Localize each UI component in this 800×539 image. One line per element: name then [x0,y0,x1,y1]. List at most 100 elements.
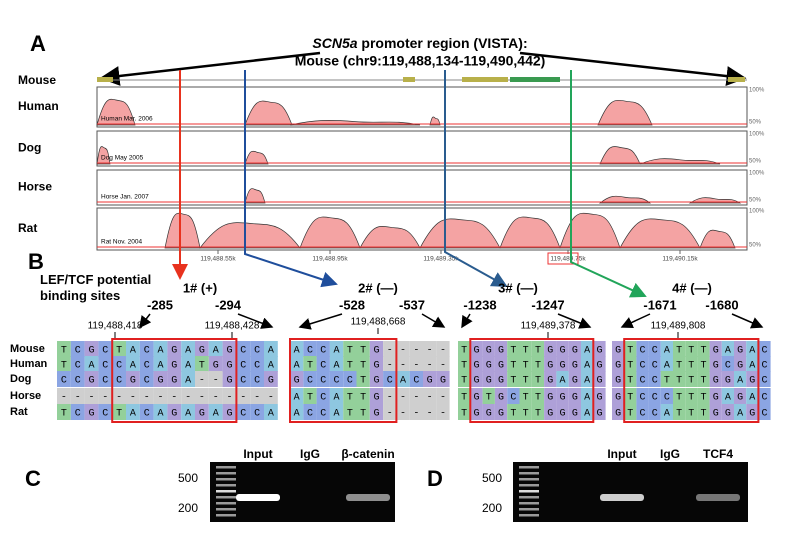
base-cell [369,404,384,420]
base-cell [482,371,495,387]
core-box [623,338,760,423]
sequence-row: GTCCATTTGCGAC [615,361,774,372]
base-cell [316,404,330,420]
conservation-area [299,216,361,249]
base-cell [153,341,168,357]
base-cell [409,356,423,372]
site-position: -537 [399,297,425,312]
base-cell [685,371,698,387]
axis-label: 119,488.95k [312,256,348,263]
base-cell [721,388,734,404]
site-name: 1# (+) [183,280,217,295]
marker-label: 500 [482,471,502,485]
conservation-area [244,150,269,165]
base-cell [316,341,330,357]
base-cell [758,341,771,357]
base-cell [612,388,625,404]
base-cell [721,404,734,420]
track-label: Horse Jan. 2007 [101,194,149,201]
base-cell [250,341,264,357]
exon-block [403,77,415,82]
base-cell [482,388,495,404]
percent-label: 100% [749,171,765,177]
exon-block [728,77,745,82]
base-cell [436,404,450,420]
site-arrow [570,70,647,298]
base-cell [98,341,113,357]
base-cell [734,388,747,404]
base-cell [660,341,673,357]
conservation-area [559,212,621,249]
base-cell [222,356,237,372]
axis-label: 119,488.55k [200,256,236,263]
ladder-band [519,484,539,487]
percent-label: 50% [749,243,762,249]
base-cell [494,388,508,404]
ladder-band [519,502,539,505]
base-cell [423,404,437,420]
site-name: 4# (—) [672,280,712,295]
coordinate: 119,488,668 [351,317,406,328]
base-cell [208,341,223,357]
sequence-row: TGTGCTTGGGAG [461,393,609,404]
base-cell [624,356,637,372]
base-cell [303,388,317,404]
base-cell [636,388,649,404]
panel-label: A [30,31,46,56]
ladder-band [216,508,236,511]
base-cell [303,404,317,420]
base-cell [685,341,698,357]
sequence-row: CCGCCGCGGA--GCCG [61,376,282,387]
base-cell [673,356,686,372]
base-cell [709,341,722,357]
base-cell [612,404,625,420]
coordinate: 119,488,428 [205,321,260,332]
percent-label: 100% [749,88,765,94]
base-cell [482,404,495,420]
sequence-row: TGGGTTTGGGAG [461,409,609,420]
base-cell [423,371,437,387]
dna-band [600,494,644,501]
panel-label: B [28,249,44,274]
base-cell [624,371,637,387]
base-cell [458,371,471,387]
ladder-band [519,496,539,499]
conservation-area [96,98,136,126]
lane-label: TCF4 [703,447,733,461]
base-cell [494,341,508,357]
base-cell [581,404,594,420]
base-cell [369,371,384,387]
base-cell [531,356,545,372]
base-cell [181,388,195,404]
base-cell [436,341,450,357]
track-label: Human Mar. 2006 [101,116,153,123]
dna-band [236,494,280,501]
base-cell [57,356,71,372]
base-cell [746,388,759,404]
base-cell [139,404,154,420]
base-cell [685,388,698,404]
ladder-band [216,496,236,499]
base-cell [660,388,673,404]
base-cell [167,404,182,420]
exon-block [97,77,113,82]
conservation-area [599,146,641,165]
gene-name: SCN5a [312,35,357,51]
arrow [99,51,321,86]
direction-arrow [461,313,473,329]
base-cell [57,371,71,387]
base-cell [222,341,237,357]
base-cell [734,341,747,357]
coordinate: 119,489,378 [521,321,576,332]
base-cell [556,371,569,387]
base-cell [648,341,661,357]
base-cell [624,404,637,420]
base-cell [356,388,370,404]
base-cell [57,341,71,357]
species-label: Human [10,358,48,370]
site-position: -294 [215,297,242,312]
base-cell [264,356,278,372]
base-cell [519,341,532,357]
sequence-row: TCGCTACAGAGAGCCA [61,346,282,357]
base-cell [531,371,545,387]
